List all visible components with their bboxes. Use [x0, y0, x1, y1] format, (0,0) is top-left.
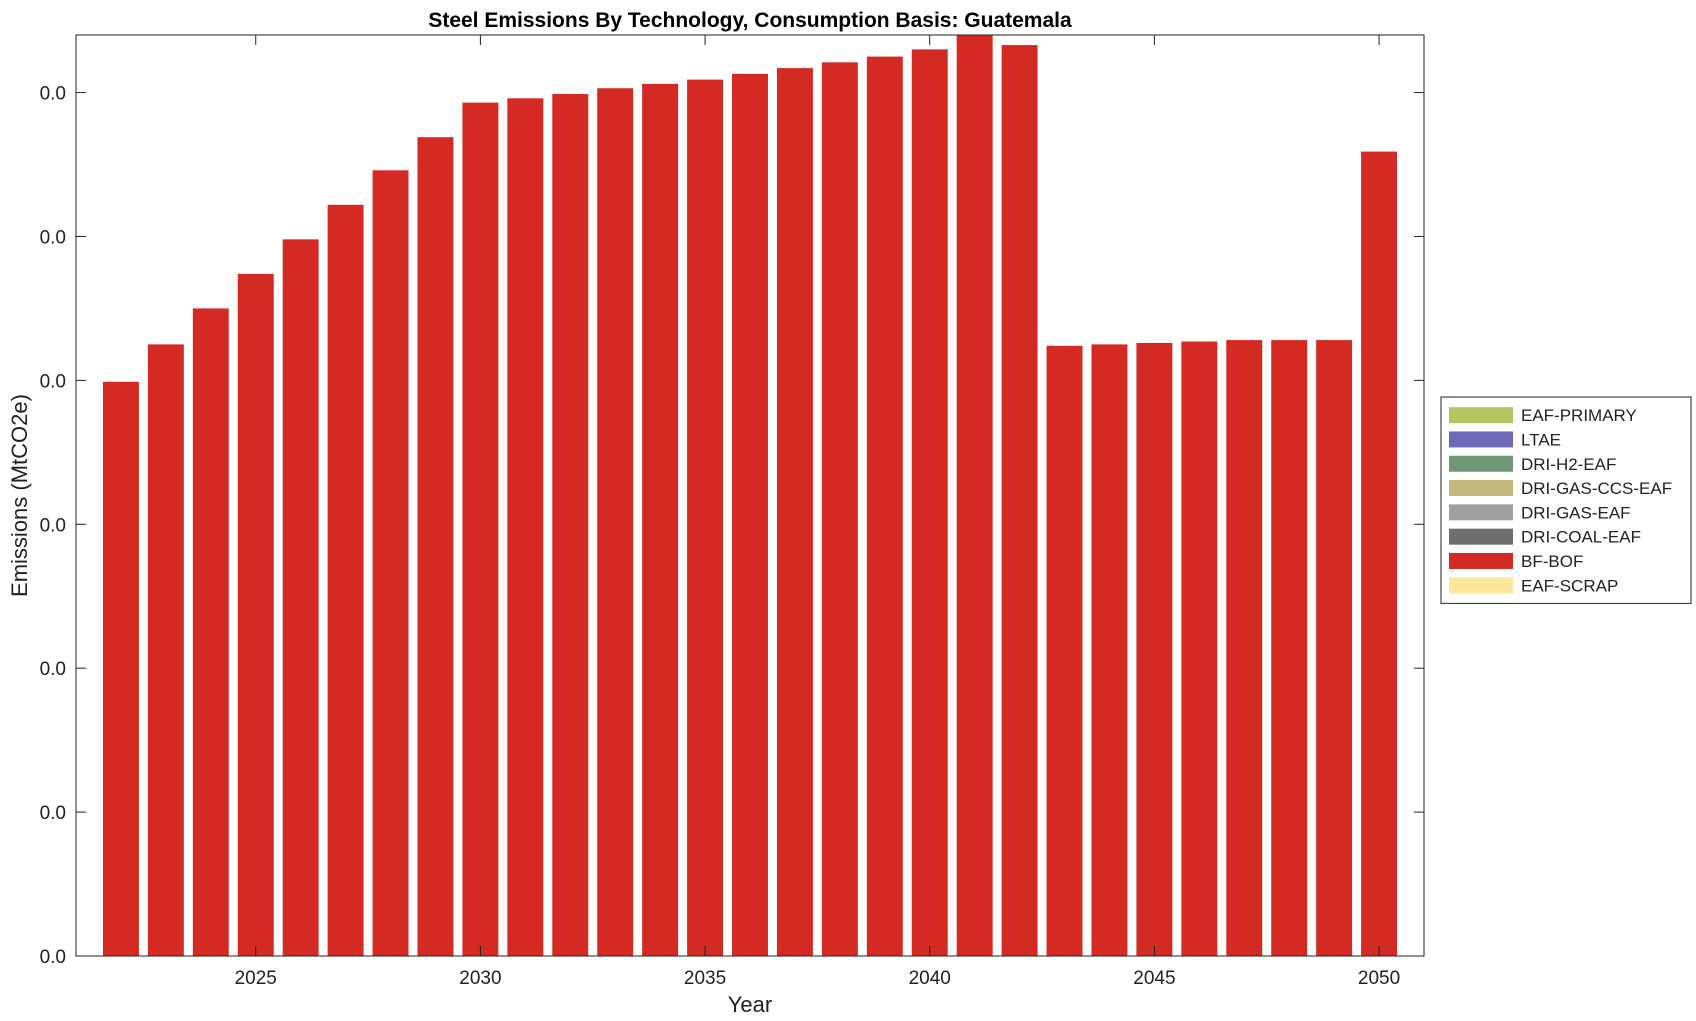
bar-bf-bof-2026	[282, 239, 319, 957]
legend-swatch-dri-gas-eaf	[1449, 504, 1513, 521]
y-tick-label: 0.0	[40, 659, 66, 680]
y-axis: 0.0 0.0 0.0 0.0 0.0 0.0 0.0	[40, 84, 1424, 968]
legend-swatch-bf-bof	[1449, 552, 1513, 569]
legend-swatch-ltae	[1449, 431, 1513, 448]
legend: EAF-PRIMARY LTAE DRI-H2-EAF DRI-GAS-CCS-EAF…	[1440, 396, 1692, 604]
bar-bf-bof-2030	[462, 102, 499, 957]
bar-bf-bof-2022	[102, 381, 139, 956]
legend-label-eaf-primary: EAF-PRIMARY	[1521, 406, 1637, 425]
bar-bf-bof-2041	[956, 35, 993, 956]
x-tick-label: 2040	[909, 968, 951, 989]
legend-swatch-dri-h2-eaf	[1449, 455, 1513, 472]
bar-bf-bof-2034	[642, 83, 679, 957]
bar-bf-bof-2037	[776, 68, 813, 956]
x-tick-label: 2045	[1133, 968, 1175, 989]
x-tick-label: 2025	[235, 968, 277, 989]
y-tick-label: 0.0	[40, 84, 66, 105]
bar-bf-bof-2045	[1136, 342, 1173, 957]
bar-bf-bof-2031	[507, 98, 544, 957]
bar-bf-bof-2047	[1226, 340, 1263, 956]
x-tick-label: 2035	[684, 968, 726, 989]
y-tick-label: 0.0	[40, 371, 66, 392]
bar-bf-bof-2032	[552, 94, 589, 956]
legend-label-dri-gas-eaf: DRI-GAS-EAF	[1521, 503, 1631, 522]
x-axis-title: Year	[728, 992, 772, 1017]
bar-bf-bof-2039	[866, 56, 903, 956]
legend-label-dri-coal-eaf: DRI-COAL-EAF	[1521, 528, 1641, 547]
legend-swatch-dri-gas-ccs-eaf	[1449, 480, 1513, 497]
y-axis-title: Emissions (MtCO2e)	[7, 394, 32, 597]
bar-bf-bof-2048	[1271, 340, 1308, 956]
bar-bf-bof-2028	[372, 170, 409, 957]
legend-label-eaf-scrap: EAF-SCRAP	[1521, 576, 1618, 595]
bar-bf-bof-2043	[1046, 345, 1083, 956]
plot-frame	[75, 34, 1425, 957]
bar-bf-bof-2035	[687, 79, 724, 956]
bars-layer	[102, 35, 1398, 957]
bar-bf-bof-2038	[821, 62, 858, 957]
x-tick-label: 2050	[1358, 968, 1400, 989]
bar-bf-bof-2050	[1361, 151, 1398, 956]
legend-box	[1440, 396, 1692, 604]
legend-swatch-eaf-scrap	[1449, 577, 1513, 594]
bar-bf-bof-2049	[1316, 340, 1353, 956]
legend-label-dri-gas-ccs-eaf: DRI-GAS-CCS-EAF	[1521, 479, 1672, 498]
chart-title: Steel Emissions By Technology, Consumpti…	[428, 9, 1072, 32]
bar-bf-bof-2023	[147, 344, 184, 956]
legend-swatch-eaf-primary	[1449, 407, 1513, 424]
legend-label-ltae: LTAE	[1521, 430, 1561, 449]
bar-bf-bof-2025	[237, 273, 274, 956]
bar-bf-bof-2042	[1001, 45, 1038, 957]
bar-bf-bof-2040	[911, 49, 948, 956]
legend-label-bf-bof: BF-BOF	[1521, 552, 1583, 571]
y-tick-label: 0.0	[40, 515, 66, 536]
y-tick-label: 0.0	[40, 803, 66, 824]
bar-bf-bof-2024	[192, 308, 229, 956]
y-tick-label: 0.0	[40, 227, 66, 248]
bar-bf-bof-2029	[417, 137, 454, 956]
legend-label-dri-h2-eaf: DRI-H2-EAF	[1521, 455, 1616, 474]
bar-bf-bof-2046	[1181, 341, 1218, 956]
x-axis: 2025 2030 2035 2040 2045 2050	[235, 35, 1400, 989]
y-tick-label: 0.0	[40, 947, 66, 968]
legend-swatch-dri-coal-eaf	[1449, 528, 1513, 545]
bar-bf-bof-2033	[597, 88, 634, 957]
bar-bf-bof-2044	[1091, 344, 1128, 956]
x-tick-label: 2030	[459, 968, 501, 989]
bar-bf-bof-2036	[732, 73, 768, 957]
bar-bf-bof-2027	[327, 204, 364, 956]
